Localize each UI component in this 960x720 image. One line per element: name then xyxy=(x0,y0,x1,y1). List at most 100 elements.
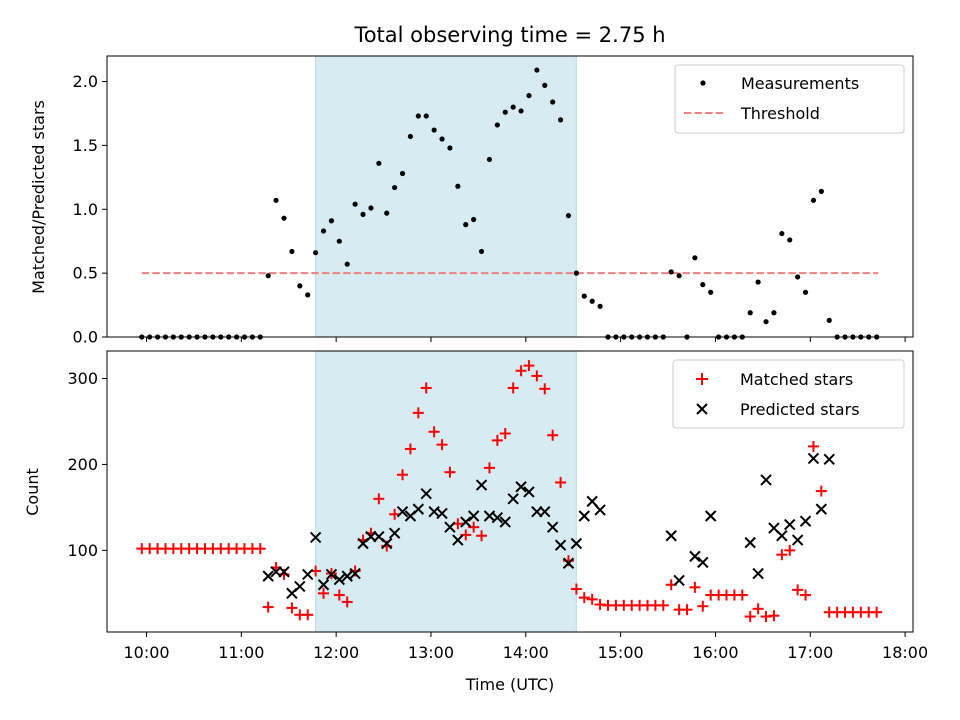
top-y-tick-label: 0.0 xyxy=(73,328,98,347)
predicted-star-point xyxy=(388,527,401,539)
predicted-star-point xyxy=(705,510,717,522)
matched-star-point xyxy=(507,382,519,394)
matched-star-point xyxy=(871,606,883,618)
x-tick-label: 14:00 xyxy=(503,643,549,662)
matched-stars-points xyxy=(136,360,883,623)
predicted-star-point xyxy=(791,534,804,546)
legend-label-matched-stars: Matched stars xyxy=(740,370,853,389)
matched-star-point xyxy=(397,469,409,481)
matched-star-point xyxy=(555,476,567,488)
x-tick-label: 17:00 xyxy=(787,643,833,662)
measurement-point xyxy=(494,122,500,128)
matched-star-point xyxy=(800,589,812,601)
predicted-star-point xyxy=(744,536,756,549)
measurement-point xyxy=(676,273,682,279)
measurement-point xyxy=(297,283,303,289)
predicted-star-point xyxy=(689,550,701,563)
predicted-star-point xyxy=(396,505,409,518)
measurement-point xyxy=(668,269,674,275)
measurement-point xyxy=(328,218,335,224)
x-tick-label: 10:00 xyxy=(123,643,169,662)
measurement-point xyxy=(589,298,595,304)
measurement-point xyxy=(399,170,406,177)
legend-label-threshold: Threshold xyxy=(740,104,820,123)
matched-star-point xyxy=(389,508,401,520)
predicted-star-point xyxy=(539,505,551,518)
bottom-y-tick-label: 200 xyxy=(67,455,98,474)
matched-star-point xyxy=(515,365,527,377)
matched-star-point xyxy=(570,583,582,595)
matched-star-point xyxy=(776,549,788,561)
legend-marker-predicted-stars xyxy=(696,403,708,415)
matched-star-point xyxy=(262,601,274,613)
measurement-point xyxy=(818,188,824,194)
matched-star-point xyxy=(784,544,796,556)
matched-star-point xyxy=(768,610,780,622)
measurement-point xyxy=(510,104,516,110)
matched-star-point xyxy=(404,443,416,455)
matched-star-point xyxy=(815,485,827,497)
measurement-point xyxy=(281,215,287,221)
predicted-star-point xyxy=(467,510,480,522)
x-tick-label: 11:00 xyxy=(218,643,264,662)
measurement-point xyxy=(779,230,785,237)
measurement-point xyxy=(368,205,374,211)
measurement-point xyxy=(557,117,564,123)
predicted-star-point xyxy=(452,534,464,546)
bottom-panel: 100 200 300 10:00 11:00 12:00 13:00 14:00 15:00… xyxy=(23,350,928,694)
measurement-point xyxy=(550,99,556,105)
matched-star-point xyxy=(333,589,345,601)
chart-title: Total observing time = 2.75 h xyxy=(353,23,665,47)
measurement-point xyxy=(447,145,453,151)
matched-star-point xyxy=(681,604,693,616)
measurement-point xyxy=(273,197,279,203)
measurement-point xyxy=(344,261,350,267)
predicted-star-point xyxy=(325,568,338,581)
bottom-x-ticks: 10:00 11:00 12:00 13:00 14:00 15:00 16:00 17:00… xyxy=(123,632,928,662)
matched-star-point xyxy=(586,593,598,605)
measurement-point xyxy=(471,216,477,223)
predicted-star-point xyxy=(507,493,519,505)
measurement-point xyxy=(692,255,698,261)
top-panel: 0.0 0.5 1.0 1.5 2.0 Total observing time = 2… xyxy=(29,23,914,347)
measurement-point xyxy=(526,92,532,99)
matched-star-point xyxy=(752,603,764,615)
bottom-legend-box xyxy=(672,359,905,429)
top-legend-box xyxy=(674,64,905,134)
x-tick-label: 12:00 xyxy=(313,643,359,662)
measurement-point xyxy=(352,201,358,207)
top-y-tick-label: 1.5 xyxy=(73,136,98,155)
x-tick-label: 18:00 xyxy=(882,643,928,662)
measurement-point xyxy=(597,303,603,309)
measurement-point xyxy=(455,183,461,189)
measurement-point xyxy=(478,248,485,255)
measurement-point xyxy=(700,282,706,288)
measurement-point xyxy=(305,292,311,298)
matched-star-point xyxy=(476,530,488,542)
predicted-star-point xyxy=(341,570,353,582)
matched-star-point xyxy=(254,543,266,555)
measurement-point xyxy=(415,113,421,119)
matched-star-point xyxy=(420,382,432,394)
legend-marker-matched-stars xyxy=(696,373,708,385)
predicted-star-point xyxy=(594,504,606,516)
x-tick-label: 15:00 xyxy=(598,643,644,662)
measurement-point xyxy=(502,109,508,115)
predicted-star-point xyxy=(302,568,314,581)
predicted-star-point xyxy=(349,567,361,580)
top-legend: Measurements Threshold xyxy=(674,64,905,134)
measurement-point xyxy=(486,156,493,163)
matched-star-point xyxy=(531,370,543,382)
measurement-point xyxy=(826,317,832,323)
matched-star-point xyxy=(792,584,804,596)
predicted-star-point xyxy=(381,537,393,550)
matched-star-point xyxy=(736,589,748,601)
measurement-point xyxy=(320,228,327,234)
measurement-point xyxy=(581,293,587,299)
matched-star-point xyxy=(286,602,298,614)
measurement-point xyxy=(313,250,319,256)
measurement-point xyxy=(534,67,540,73)
top-y-tick-label: 2.0 xyxy=(73,72,98,91)
predicted-star-point xyxy=(475,479,488,491)
